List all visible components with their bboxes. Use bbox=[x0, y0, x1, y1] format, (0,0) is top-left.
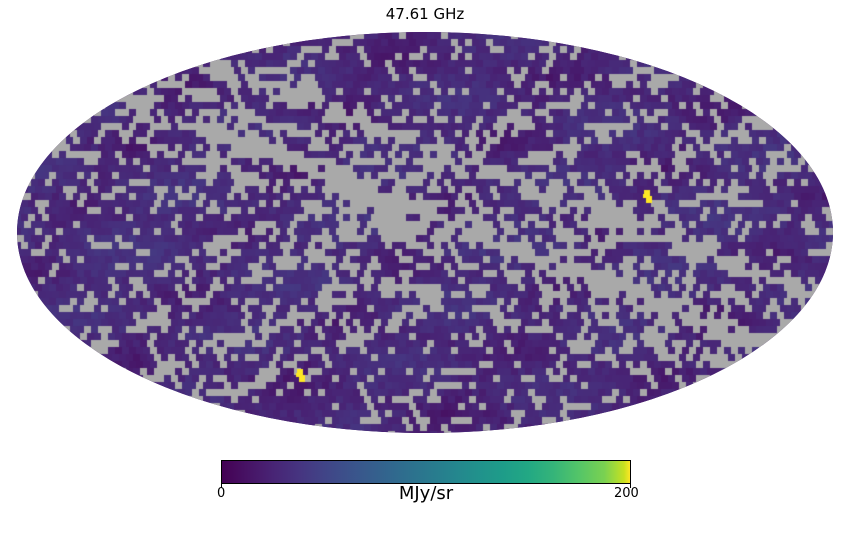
colorbar-tick-min bbox=[221, 484, 222, 488]
colorbar-unit-label: MJy/sr bbox=[398, 483, 454, 504]
colorbar-max-label: 200 bbox=[614, 486, 639, 501]
colorbar-tick-max bbox=[630, 484, 631, 488]
colorbar-container bbox=[221, 460, 631, 488]
colorbar-gradient bbox=[221, 460, 631, 484]
colorbar-min-label: 0 bbox=[217, 486, 226, 501]
mollweide-map bbox=[17, 32, 833, 433]
map-ellipse-clip bbox=[17, 32, 833, 433]
sky-intensity-canvas bbox=[17, 32, 833, 433]
figure-title: 47.61 GHz bbox=[385, 5, 465, 23]
